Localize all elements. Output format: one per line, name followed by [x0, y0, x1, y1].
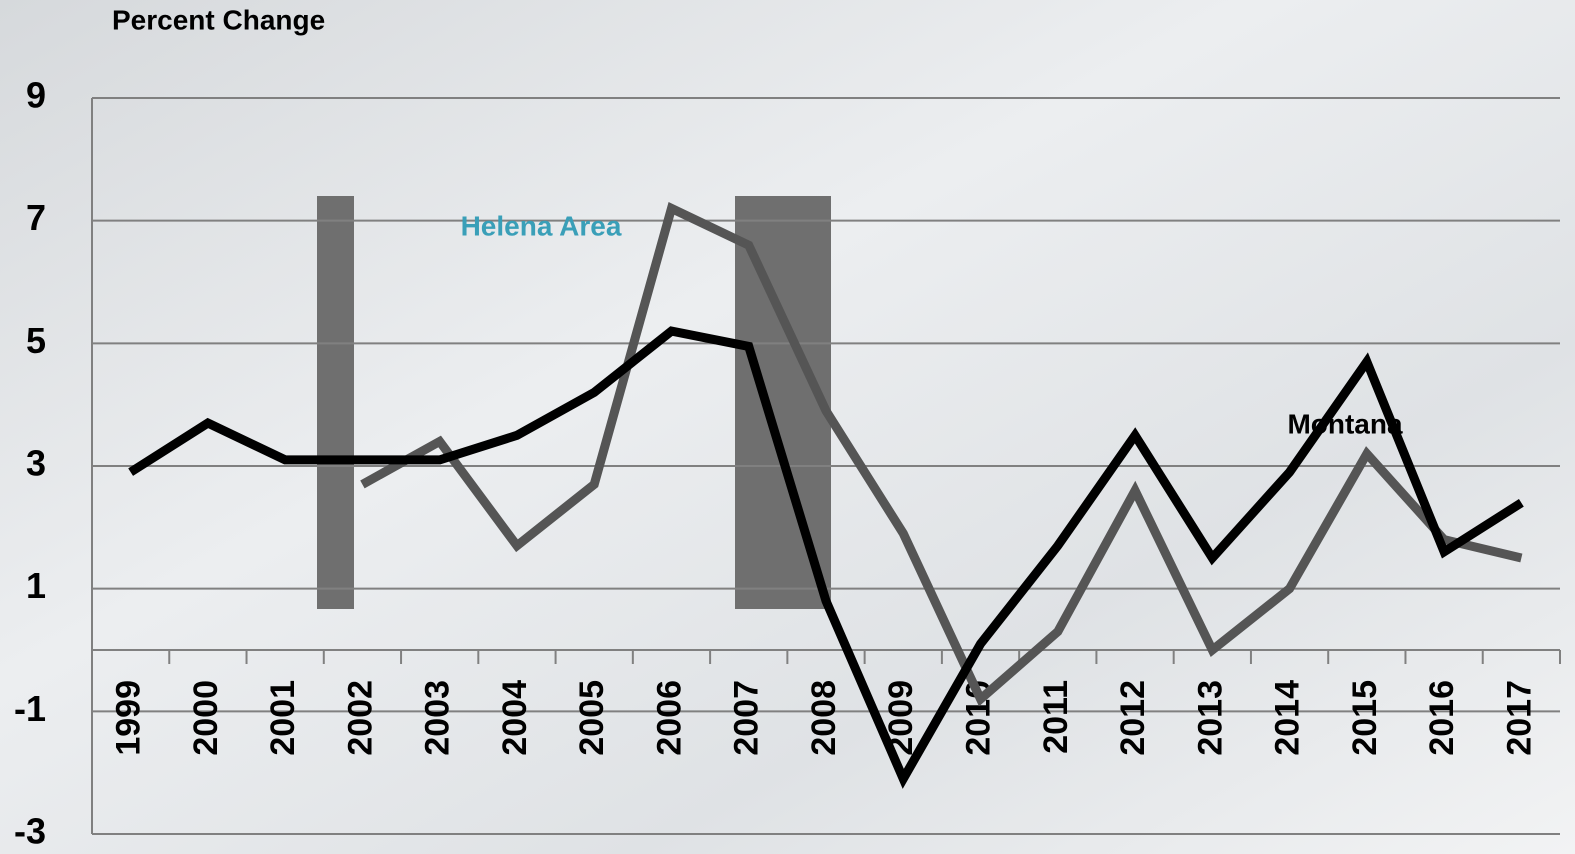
x-tick-label: 1999 — [110, 680, 148, 756]
x-tick-label: 2012 — [1114, 680, 1152, 756]
recession-bar — [317, 196, 354, 609]
x-tick-label: 2017 — [1500, 680, 1538, 756]
y-tick-label: 3 — [26, 443, 46, 484]
x-tick-label: 2004 — [496, 680, 534, 756]
x-tick-label: 2014 — [1269, 680, 1307, 756]
chart: Percent Change -3 -1 1 3 5 7 9 1999 2000 2001 2002… — [0, 0, 1575, 854]
x-tick-label: 2015 — [1346, 680, 1384, 756]
series-label: Montana — [1287, 408, 1403, 439]
series-label: Helena Area — [461, 210, 622, 241]
x-tick-label: 2002 — [341, 680, 379, 756]
y-tick-label: 5 — [26, 320, 46, 361]
y-tick-label: 1 — [26, 565, 46, 606]
x-tick-label: 2003 — [419, 680, 457, 756]
x-tick-label: 2001 — [264, 680, 302, 756]
y-axis-label: Percent Change — [112, 4, 325, 35]
x-tick-label: 2005 — [573, 680, 611, 756]
x-tick-label: 2013 — [1191, 680, 1229, 756]
x-tick-label: 2006 — [650, 680, 688, 756]
x-tick-label: 2008 — [805, 680, 843, 756]
y-tick-label: -1 — [14, 688, 46, 729]
recession-bar — [735, 196, 831, 609]
x-tick-label: 2000 — [187, 680, 225, 756]
x-tick-label: 2007 — [728, 680, 766, 756]
y-tick-label: 7 — [26, 197, 46, 238]
x-tick-label: 2011 — [1037, 680, 1075, 754]
y-tick-label: -3 — [14, 811, 46, 852]
y-tick-label: 9 — [26, 75, 46, 116]
x-tick-label: 2016 — [1423, 680, 1461, 756]
